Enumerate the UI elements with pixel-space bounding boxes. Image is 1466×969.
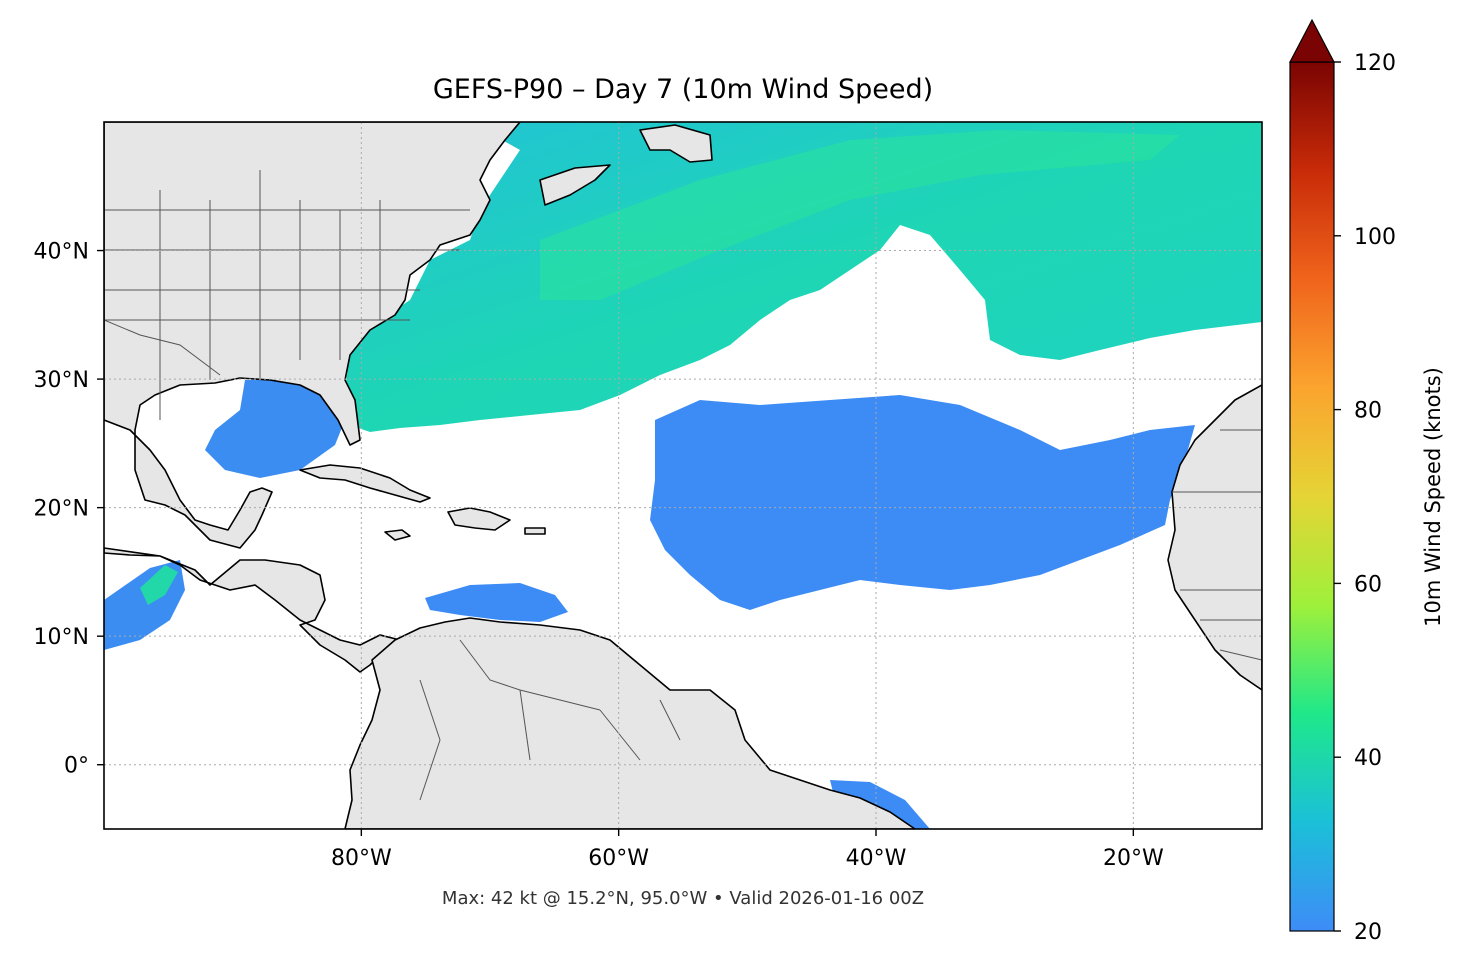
lat-tick-label: 20°N <box>34 497 89 522</box>
nova-scotia <box>539 164 611 206</box>
lon-ticks: 80°W 60°W 40°W 20°W <box>331 829 1164 871</box>
land <box>104 122 1262 829</box>
colorbar-label: 10m Wind Speed (knots) <box>1421 367 1445 627</box>
newfoundland <box>639 124 713 163</box>
puerto-rico <box>524 527 546 535</box>
graticule <box>104 122 1262 829</box>
colorbar-ticks: 20 40 60 80 100 120 <box>1334 51 1396 945</box>
map-panel <box>104 122 1262 829</box>
us-state-lines <box>104 170 470 420</box>
lon-tick-label: 40°W <box>846 846 907 871</box>
colorbar-tick-label: 20 <box>1354 920 1382 945</box>
colorbar-extend-arrow <box>1289 18 1335 63</box>
jamaica <box>384 529 411 541</box>
map-frame <box>103 121 1263 830</box>
wind-region-caribbean <box>425 583 568 622</box>
lon-tick-label: 80°W <box>331 846 392 871</box>
wind-max-core <box>140 565 178 605</box>
africa-borders <box>1172 429 1262 661</box>
colorbar: 20 40 60 80 100 120 10m Wind Speed (knots) <box>1289 18 1445 945</box>
south-america <box>344 617 916 829</box>
colorbar-tick-label: 80 <box>1354 399 1382 424</box>
wind-region-north-atlantic <box>345 122 1262 432</box>
lat-tick-label: 30°N <box>34 368 89 393</box>
hispaniola <box>447 507 511 531</box>
lat-ticks: 40°N 30°N 20°N 10°N 0° <box>34 240 104 779</box>
lat-tick-label: 40°N <box>34 240 89 265</box>
colorbar-tick-label: 60 <box>1354 572 1382 597</box>
lon-tick-label: 20°W <box>1103 846 1164 871</box>
lat-tick-label: 0° <box>64 754 89 779</box>
colorbar-tick-label: 40 <box>1354 746 1382 771</box>
lat-tick-label: 10°N <box>34 625 89 650</box>
wind-region-north-atlantic-core <box>540 130 1180 300</box>
africa <box>1167 384 1262 691</box>
map-subtitle: Max: 42 kt @ 15.2°N, 95.0°W • Valid 2026… <box>442 888 924 909</box>
lon-tick-label: 60°W <box>588 846 649 871</box>
wind-speed-field <box>104 122 1262 829</box>
cuba <box>299 464 431 503</box>
wind-region-gulf <box>205 378 345 478</box>
colorbar-gradient <box>1289 61 1335 932</box>
sa-borders <box>419 639 681 801</box>
political-borders <box>104 170 1262 801</box>
colorbar-tick-label: 100 <box>1354 225 1396 250</box>
map-title: GEFS-P90 – Day 7 (10m Wind Speed) <box>433 74 933 105</box>
wind-region-tropical-atlantic <box>650 395 1195 610</box>
mexico-border <box>104 319 221 376</box>
colorbar-tick-label: 120 <box>1354 51 1396 76</box>
